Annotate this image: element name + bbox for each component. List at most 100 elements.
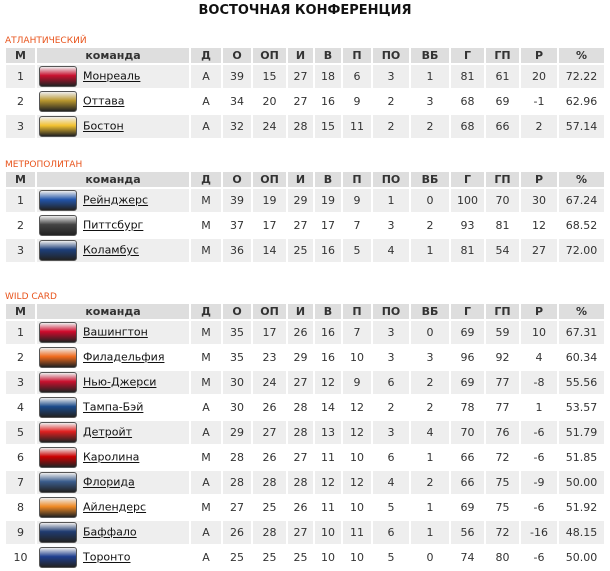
column-header[interactable]: В <box>315 48 341 63</box>
team-link[interactable]: Филадельфия <box>83 350 165 364</box>
cell-6: 15 <box>315 115 341 138</box>
team-link[interactable]: Монреаль <box>83 69 141 83</box>
cell-0: 1 <box>6 321 35 344</box>
column-header[interactable]: И <box>288 172 313 187</box>
column-header[interactable]: П <box>343 172 371 187</box>
team-link[interactable]: Детройт <box>83 425 133 439</box>
column-header[interactable]: О <box>223 172 251 187</box>
cell-6: 18 <box>315 65 341 88</box>
table-row: 7 Флорида А 28 28 28 12 12 4 2 66 75 -9 50.00 <box>6 471 604 494</box>
column-header[interactable]: В <box>315 304 341 319</box>
column-header[interactable]: ПО <box>373 48 409 63</box>
cell-6: 11 <box>315 446 341 469</box>
column-header[interactable]: % <box>559 48 604 63</box>
column-header[interactable]: П <box>343 304 371 319</box>
team-link[interactable]: Рейнджерс <box>83 193 149 207</box>
cell-3: 39 <box>223 189 251 212</box>
column-header[interactable]: ВБ <box>411 304 449 319</box>
table-row: 4 Тампа-Бэй А 30 26 28 14 12 2 2 78 77 1 53.57 <box>6 396 604 419</box>
column-header[interactable]: Р <box>521 172 557 187</box>
column-header[interactable]: Г <box>451 172 484 187</box>
team-link[interactable]: Торонто <box>83 550 131 564</box>
column-header[interactable]: П <box>343 48 371 63</box>
team-logo-icon <box>39 190 77 211</box>
column-header[interactable]: Д <box>191 48 221 63</box>
column-header[interactable]: ОП <box>253 304 286 319</box>
team-link[interactable]: Тампа-Бэй <box>83 400 144 414</box>
cell-10: 81 <box>451 239 484 262</box>
cell-8: 4 <box>373 471 409 494</box>
team-cell: Нью-Джерси <box>37 371 189 394</box>
column-header[interactable]: И <box>288 304 313 319</box>
cell-5: 27 <box>288 446 313 469</box>
column-header[interactable]: М <box>6 172 35 187</box>
column-header[interactable]: ГП <box>486 304 519 319</box>
column-header[interactable]: В <box>315 172 341 187</box>
column-header[interactable]: Д <box>191 304 221 319</box>
team-link[interactable]: Вашингтон <box>83 325 148 339</box>
column-header[interactable]: команда <box>37 304 189 319</box>
cell-6: 12 <box>315 371 341 394</box>
column-header[interactable]: команда <box>37 48 189 63</box>
cell-2: М <box>191 321 221 344</box>
cell-9: 2 <box>411 396 449 419</box>
cell-9: 2 <box>411 115 449 138</box>
column-header[interactable]: И <box>288 48 313 63</box>
column-header[interactable]: Г <box>451 304 484 319</box>
team-link[interactable]: Флорида <box>83 475 135 489</box>
column-header[interactable]: Р <box>521 304 557 319</box>
cell-5: 29 <box>288 189 313 212</box>
column-header[interactable]: ГП <box>486 48 519 63</box>
team-cell: Монреаль <box>37 65 189 88</box>
team-link[interactable]: Питтсбург <box>83 218 144 232</box>
team-link[interactable]: Коламбус <box>83 243 139 257</box>
column-header[interactable]: ПО <box>373 304 409 319</box>
cell-3: 35 <box>223 346 251 369</box>
cell-2: М <box>191 496 221 519</box>
column-header[interactable]: О <box>223 304 251 319</box>
cell-13: 55.56 <box>559 371 604 394</box>
team-logo-icon <box>39 215 77 236</box>
team-link[interactable]: Оттава <box>83 94 125 108</box>
column-header[interactable]: % <box>559 304 604 319</box>
cell-2: М <box>191 189 221 212</box>
cell-13: 62.96 <box>559 90 604 113</box>
team-logo-icon <box>39 116 77 137</box>
column-header[interactable]: ВБ <box>411 48 449 63</box>
table-row: 3 Нью-Джерси М 30 24 27 12 9 6 2 69 77 -8 55.56 <box>6 371 604 394</box>
cell-9: 1 <box>411 496 449 519</box>
cell-0: 2 <box>6 90 35 113</box>
column-header[interactable]: ОП <box>253 172 286 187</box>
cell-2: А <box>191 471 221 494</box>
team-link[interactable]: Каролина <box>83 450 140 464</box>
column-header[interactable]: М <box>6 304 35 319</box>
column-header[interactable]: О <box>223 48 251 63</box>
cell-7: 12 <box>343 471 371 494</box>
team-link[interactable]: Баффало <box>83 525 137 539</box>
column-header[interactable]: ВБ <box>411 172 449 187</box>
column-header[interactable]: ОП <box>253 48 286 63</box>
cell-11: 92 <box>486 346 519 369</box>
cell-8: 3 <box>373 321 409 344</box>
column-header[interactable]: М <box>6 48 35 63</box>
column-header[interactable]: % <box>559 172 604 187</box>
cell-0: 1 <box>6 65 35 88</box>
cell-4: 27 <box>253 421 286 444</box>
team-link[interactable]: Бостон <box>83 119 124 133</box>
team-link[interactable]: Нью-Джерси <box>83 375 157 389</box>
column-header[interactable]: Г <box>451 48 484 63</box>
column-header[interactable]: ГП <box>486 172 519 187</box>
cell-9: 1 <box>411 521 449 544</box>
cell-7: 11 <box>343 521 371 544</box>
column-header[interactable]: ПО <box>373 172 409 187</box>
column-header[interactable]: Р <box>521 48 557 63</box>
table-row: 3 Бостон А 32 24 28 15 11 2 2 68 66 2 57.14 <box>6 115 604 138</box>
column-header[interactable]: Д <box>191 172 221 187</box>
cell-7: 10 <box>343 346 371 369</box>
cell-12: 27 <box>521 239 557 262</box>
team-logo-icon <box>39 91 77 112</box>
column-header[interactable]: команда <box>37 172 189 187</box>
table-row: 10 Торонто А 25 25 25 10 10 5 0 74 80 -6 50.00 <box>6 546 604 569</box>
cell-12: 4 <box>521 346 557 369</box>
team-link[interactable]: Айлендерс <box>83 500 147 514</box>
